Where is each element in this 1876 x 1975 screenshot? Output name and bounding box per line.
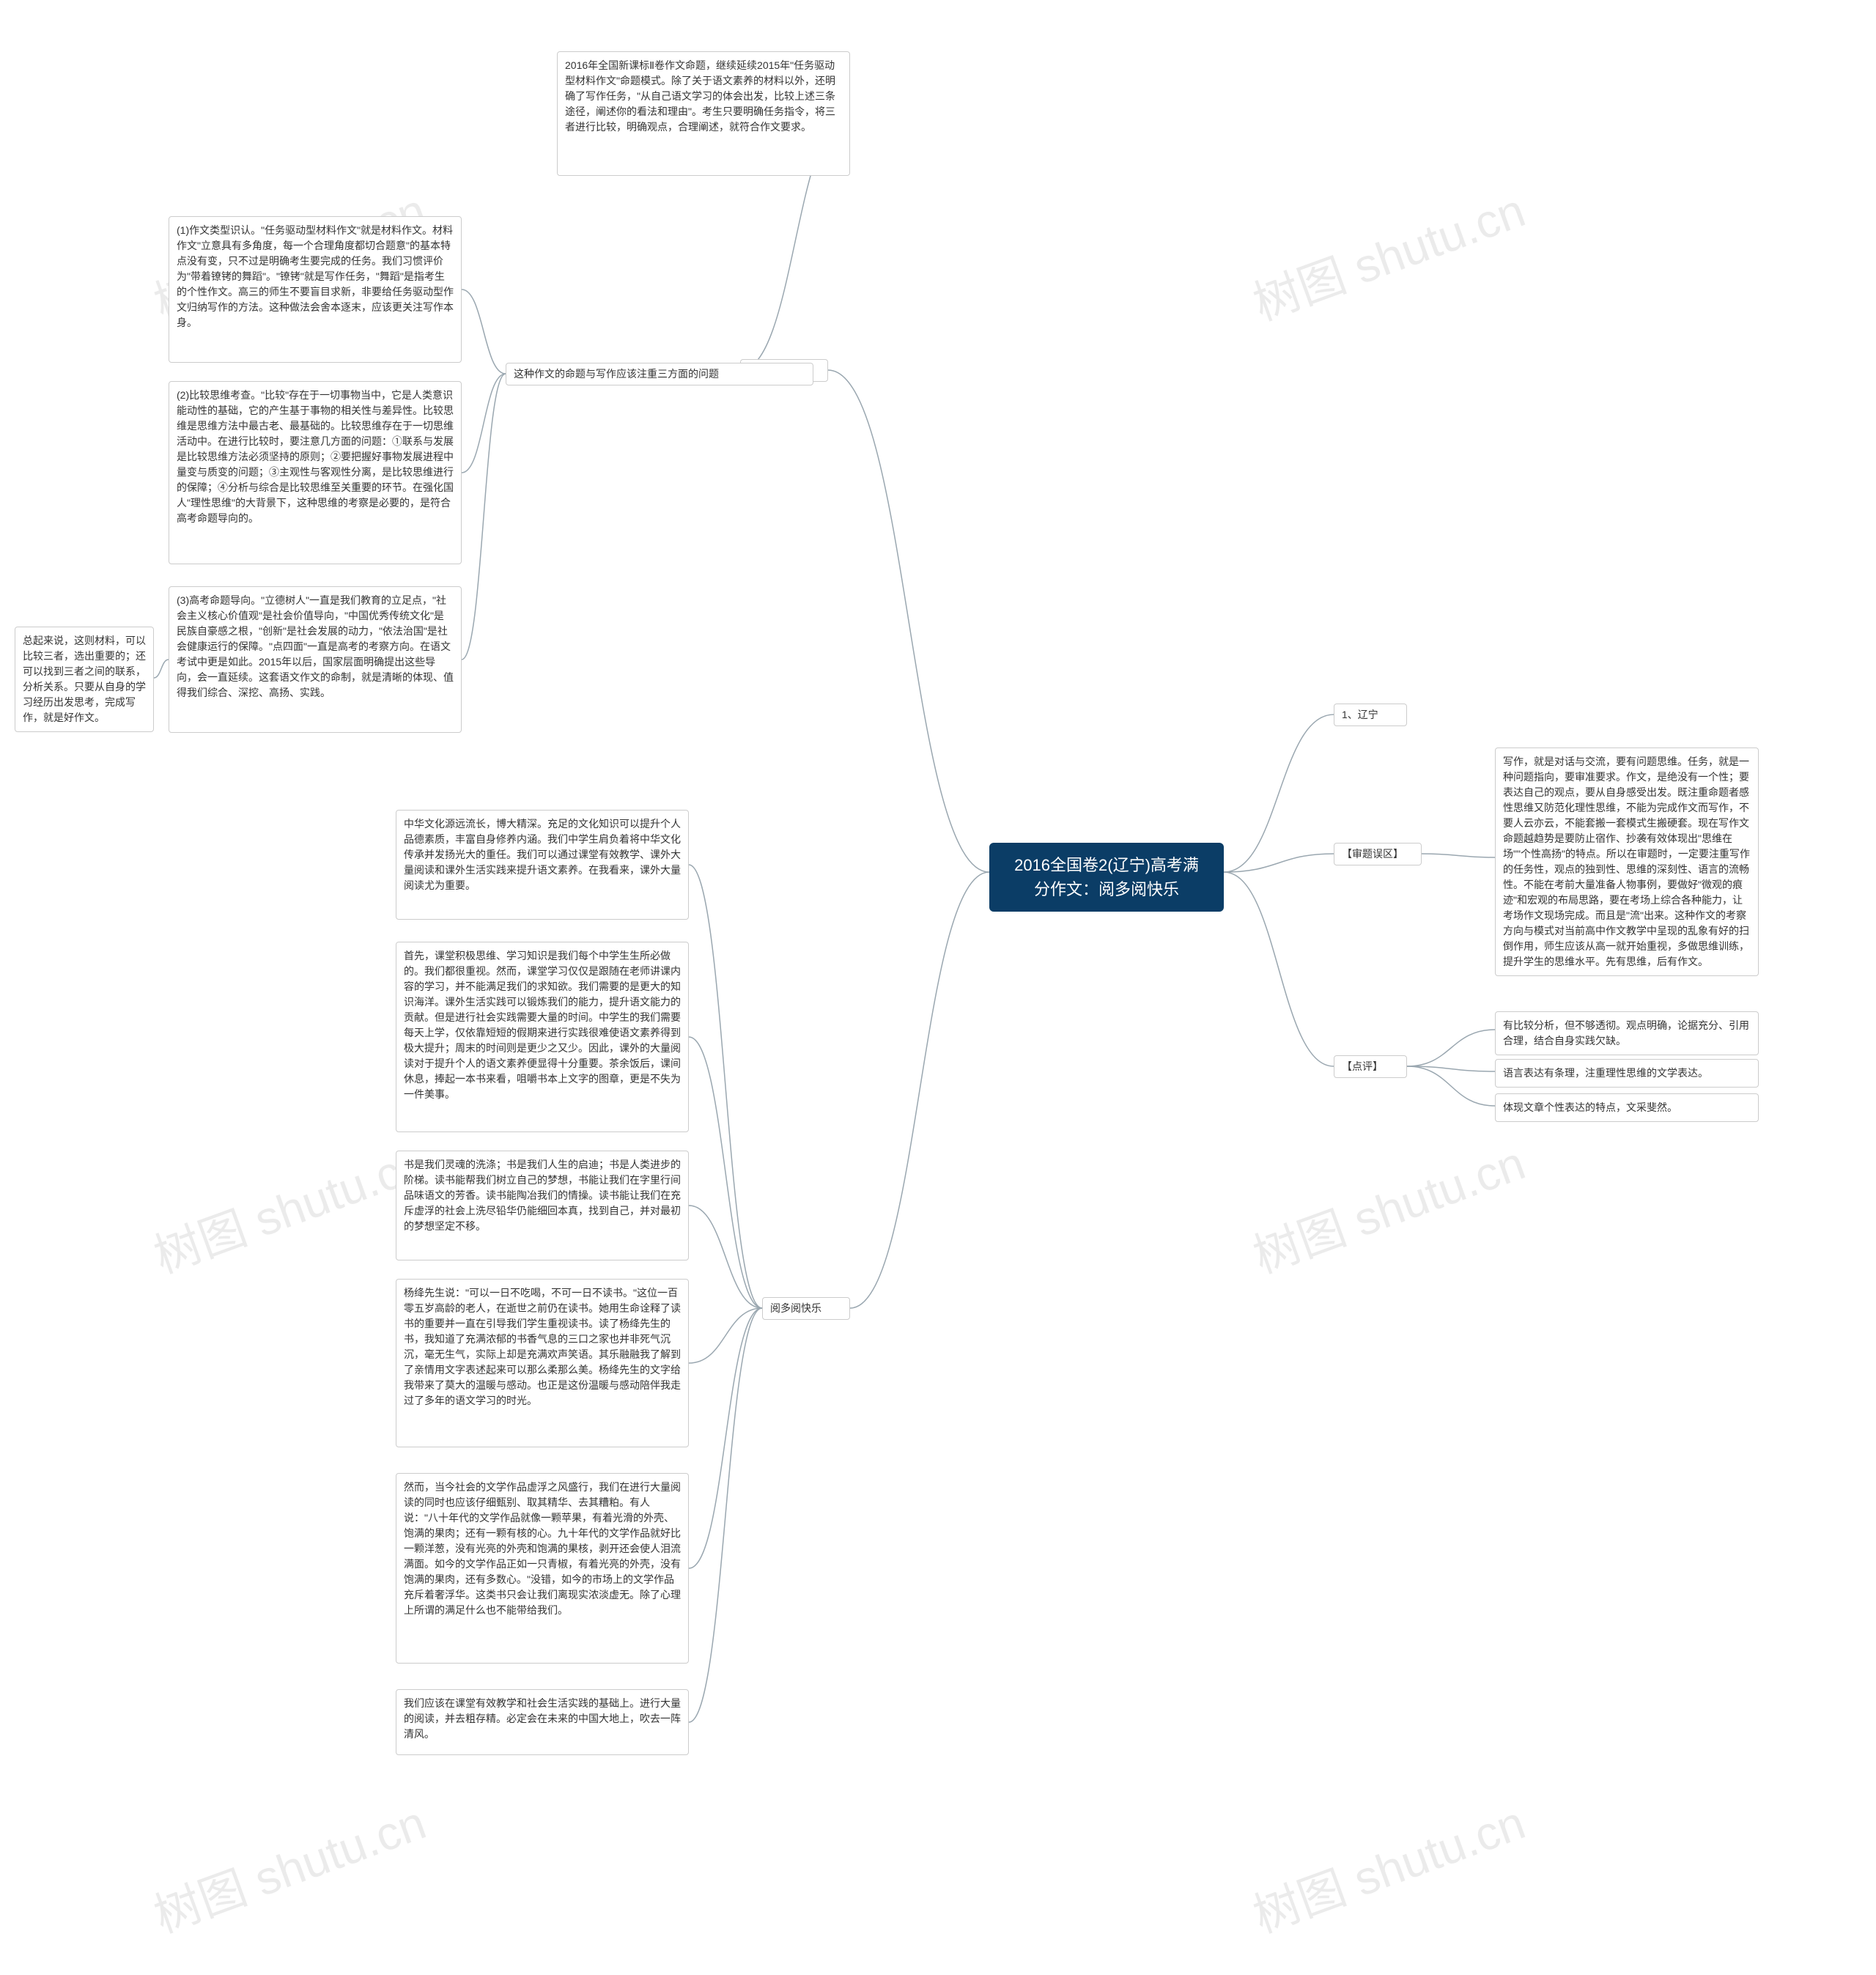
- link: [689, 1206, 762, 1308]
- node-ll5: 然而，当今社会的文学作品虚浮之风盛行，我们在进行大量阅读的同时也应该仔细甄别、取…: [396, 1473, 689, 1664]
- link: [1407, 1066, 1495, 1071]
- link: [689, 1308, 762, 1568]
- node-lu_sum: 总起来说，这则材料，可以比较三者，选出重要的；还可以找到三者之间的联系，分析关系…: [15, 627, 154, 732]
- node-r3a: 有比较分析，但不够透彻。观点明确，论据充分、引用合理，结合自身实践欠缺。: [1495, 1011, 1759, 1055]
- watermark: 树图 shutu.cn: [1243, 173, 1533, 333]
- node-r3b: 语言表达有条理，注重理性思维的文学表达。: [1495, 1059, 1759, 1088]
- node-lu1: (1)作文类型识认。"任务驱动型材料作文"就是材料作文。材料作文"立意具有多角度…: [169, 216, 462, 363]
- label-r1: 1、辽宁: [1334, 704, 1407, 726]
- link: [689, 1308, 762, 1722]
- node-ll2: 首先，课堂积极思维、学习知识是我们每个中学生生所必做的。我们都很重视。然而，课堂…: [396, 942, 689, 1132]
- link: [1422, 854, 1495, 857]
- node-r3c: 体现文章个性表达的特点，文采斐然。: [1495, 1093, 1759, 1122]
- link: [462, 374, 506, 660]
- link: [689, 1037, 762, 1308]
- label-ll: 阅多阅快乐: [762, 1297, 850, 1320]
- node-ll3: 书是我们灵魂的洗涤；书是我们人生的启迪；书是人类进步的阶梯。读书能帮我们树立自己…: [396, 1151, 689, 1260]
- node-r2a: 写作，就是对话与交流，要有问题思维。任务，就是一种问题指向，要审准要求。作文，是…: [1495, 747, 1759, 976]
- watermark: 树图 shutu.cn: [1243, 1785, 1533, 1946]
- node-lu_intro: 2016年全国新课标Ⅱ卷作文命题，继续延续2015年"任务驱动型材料作文"命题模…: [557, 51, 850, 176]
- mindmap-canvas: 树图 shutu.cn 树图 shutu.cn 树图 shutu.cn 树图 shut…: [0, 0, 1876, 1975]
- watermark: 树图 shutu.cn: [144, 1126, 434, 1286]
- watermark: 树图 shutu.cn: [144, 1785, 434, 1946]
- link: [154, 660, 169, 678]
- watermark: 树图 shutu.cn: [1243, 1126, 1533, 1286]
- node-lu2: (2)比较思维考查。"比较"存在于一切事物当中，它是人类意识能动性的基础，它的产…: [169, 381, 462, 564]
- node-ll4: 杨绛先生说："可以一日不吃喝，不可一日不读书。"这位一百零五岁高龄的老人，在逝世…: [396, 1279, 689, 1447]
- link: [850, 872, 989, 1308]
- link: [689, 865, 762, 1308]
- label-r2: 【审题误区】: [1334, 843, 1422, 865]
- link: [1224, 854, 1334, 872]
- node-lu_sub: 这种作文的命题与写作应该注重三方面的问题: [506, 363, 813, 385]
- link: [1224, 715, 1334, 872]
- node-lu3: (3)高考命题导向。"立德树人"一直是我们教育的立足点，"社会主义核心价值观"是…: [169, 586, 462, 733]
- link: [1407, 1066, 1495, 1106]
- link: [462, 289, 506, 374]
- root-node: 2016全国卷2(辽宁)高考满分作文：阅多阅快乐: [989, 843, 1224, 912]
- link: [1224, 872, 1334, 1066]
- label-r3: 【点评】: [1334, 1055, 1407, 1078]
- node-ll6: 我们应该在课堂有效教学和社会生活实践的基础上。进行大量的阅读，并去粗存精。必定会…: [396, 1689, 689, 1755]
- link: [828, 370, 989, 872]
- link: [689, 1308, 762, 1363]
- link: [462, 374, 506, 473]
- link: [1407, 1030, 1495, 1066]
- node-ll1: 中华文化源远流长，博大精深。充足的文化知识可以提升个人品德素质，丰富自身修养内涵…: [396, 810, 689, 920]
